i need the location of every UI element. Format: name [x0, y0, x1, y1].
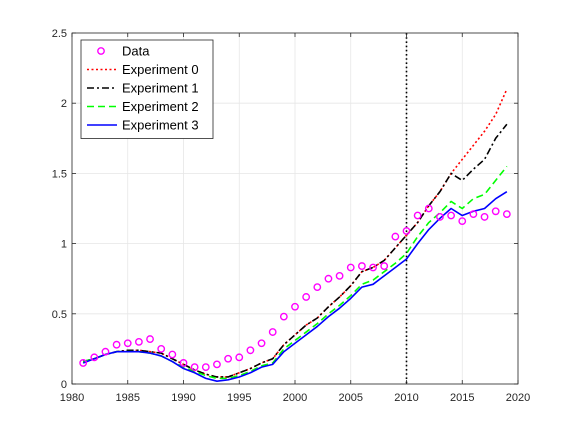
data-point: [291, 302, 299, 311]
data-point: [413, 211, 422, 220]
data-point: [279, 312, 288, 321]
axes: 1980 1985 1990 1995 2000 2005 2010 2015 2020 0 0.5…: [52, 28, 531, 404]
data-point: [157, 344, 166, 353]
data-point: [469, 210, 478, 219]
data-point: [190, 363, 199, 372]
data-points-group: [79, 204, 511, 372]
data-point: [257, 339, 266, 348]
data-point: [134, 337, 143, 346]
data-point: [168, 350, 177, 359]
legend-label: Experiment 2: [122, 99, 199, 114]
series-line-experiment-3: [82, 190, 508, 382]
legend-label: Experiment 3: [122, 118, 199, 133]
x-tick-label: 2015: [450, 392, 474, 404]
data-point: [79, 359, 88, 367]
legend-marker-data: [97, 47, 105, 55]
legend: Data Experiment 0 Experiment 1 Experiment 2…: [80, 39, 214, 139]
data-point: [246, 346, 255, 355]
data-point: [90, 353, 99, 362]
data-point: [201, 363, 210, 372]
data-point: [424, 204, 433, 213]
data-point: [146, 335, 154, 343]
data-point: [235, 353, 244, 362]
legend-label: Data: [122, 44, 150, 59]
x-tick-label: 2000: [283, 392, 307, 404]
data-point: [491, 207, 500, 216]
data-point: [502, 210, 511, 219]
y-tick-label: 2.5: [52, 28, 67, 40]
data-point: [369, 263, 377, 272]
x-tick-label: 1985: [116, 392, 140, 404]
data-point: [313, 283, 322, 292]
y-tick-label: 2: [61, 98, 67, 110]
data-point: [380, 262, 389, 270]
data-point: [458, 217, 467, 226]
data-point: [268, 328, 277, 336]
x-tick-label: 2005: [339, 392, 363, 404]
y-tick-label: 0: [61, 379, 67, 391]
series-line-experiment-0: [82, 88, 508, 378]
data-point: [324, 274, 333, 283]
data-point: [302, 293, 311, 301]
data-point: [357, 262, 366, 270]
data-point: [179, 359, 188, 367]
y-tick-label: 1: [61, 239, 67, 251]
x-tick-label: 2020: [506, 392, 530, 404]
data-point: [447, 211, 455, 220]
x-tick-label: 1990: [171, 392, 195, 404]
data-point: [224, 354, 233, 363]
y-tick-label: 0.5: [52, 309, 67, 321]
data-point: [480, 213, 489, 221]
legend-label: Experiment 0: [122, 62, 199, 77]
legend-label: Experiment 1: [122, 81, 199, 96]
x-tick-label: 1980: [60, 392, 84, 404]
data-point: [335, 271, 344, 280]
data-point: [123, 339, 132, 348]
data-point: [391, 232, 400, 241]
data-point: [112, 340, 121, 349]
legend-box: [80, 39, 214, 139]
data-point: [346, 263, 355, 272]
x-tick-label: 2010: [394, 392, 418, 404]
data-point: [213, 360, 221, 369]
data-point: [436, 213, 444, 221]
data-point: [402, 227, 411, 235]
data-point: [101, 347, 110, 356]
y-tick-label: 1.5: [52, 168, 67, 180]
x-tick-label: 1995: [227, 392, 251, 404]
